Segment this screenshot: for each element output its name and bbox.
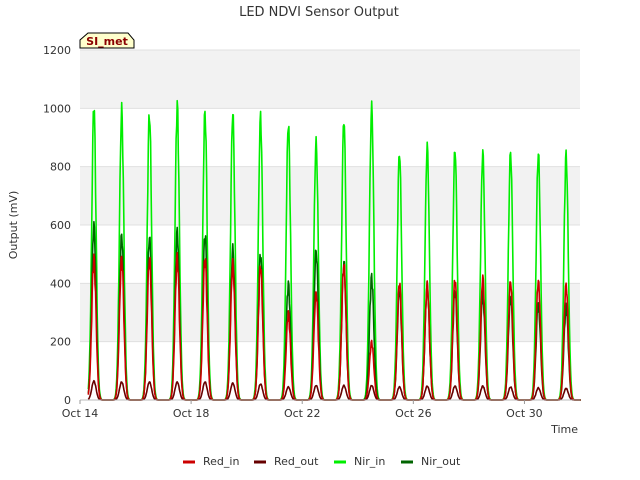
legend-item-nir-out: Nir_out	[401, 455, 461, 468]
legend-label: Nir_out	[421, 455, 461, 468]
legend-item-red-out: Red_out	[254, 455, 319, 468]
grid-band	[80, 283, 580, 342]
site-badge: SI_met	[79, 32, 135, 49]
y-tick-label: 400	[50, 277, 71, 290]
x-tick-label: Oct 22	[284, 407, 321, 420]
x-axis-label: Time	[550, 423, 578, 436]
x-axis-ticks: Oct 14 Oct 18 Oct 22 Oct 26 Oct 30	[62, 400, 543, 420]
y-tick-label: 200	[50, 336, 71, 349]
x-tick-label: Oct 18	[173, 407, 210, 420]
legend-label: Red_out	[274, 455, 319, 468]
grid-bands	[80, 50, 580, 342]
chart-title: LED NDVI Sensor Output	[239, 5, 399, 20]
y-tick-label: 800	[50, 161, 71, 174]
y-tick-label: 600	[50, 219, 71, 232]
legend-label: Red_in	[203, 455, 239, 468]
x-tick-label: Oct 26	[395, 407, 432, 420]
x-tick-label: Oct 30	[506, 407, 543, 420]
grid-band	[80, 166, 580, 225]
legend-item-nir-in: Nir_in	[334, 455, 385, 468]
legend-item-red-in: Red_in	[183, 455, 239, 468]
legend-label: Nir_in	[354, 455, 385, 468]
y-axis-label: Output (mV)	[7, 191, 20, 260]
plot-area	[80, 49, 581, 401]
site-badge-text: SI_met	[86, 35, 128, 48]
site-badge-shape	[79, 32, 135, 49]
legend: Red_in Red_out Nir_in Nir_out	[183, 455, 461, 468]
y-axis-ticks: 0 200 400 600 800 1000 1200	[43, 44, 71, 407]
y-tick-label: 0	[64, 394, 71, 407]
x-tick-label: Oct 14	[62, 407, 99, 420]
y-tick-label: 1000	[43, 102, 71, 115]
grid-band	[80, 50, 580, 109]
y-tick-label: 1200	[43, 44, 71, 57]
